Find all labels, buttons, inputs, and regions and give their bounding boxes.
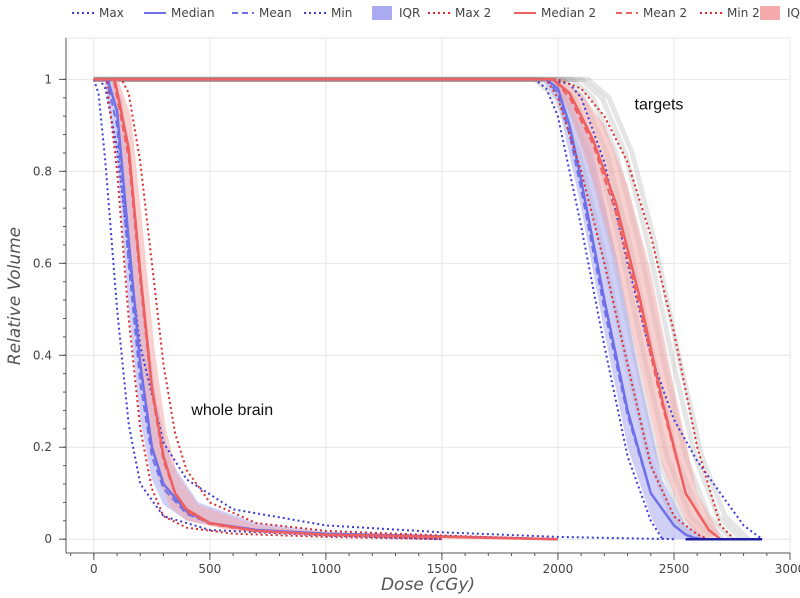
y-tick-label-1: 0.2 xyxy=(33,440,52,454)
x-tick-label-3: 1500 xyxy=(427,562,458,576)
x-tick-label-5: 2500 xyxy=(659,562,690,576)
brain-set2-median-line xyxy=(93,78,558,541)
x-tick-label-1: 500 xyxy=(198,562,221,576)
x-tick-label-2: 1000 xyxy=(311,562,342,576)
legend-label: Min 2 xyxy=(727,6,760,20)
brain-set2-max-line xyxy=(93,78,558,541)
legend-label: Max xyxy=(99,6,124,20)
legend-label: Mean 2 xyxy=(643,6,687,20)
legend-label: Max 2 xyxy=(455,6,491,20)
legend: Max Median Mean Min IQR Max 2 Median 2 Mean 2 Mi… xyxy=(72,6,800,20)
y-tick-label-0: 0 xyxy=(44,532,52,546)
legend-item-median[interactable]: Median xyxy=(144,6,215,20)
target-grey-curve-6 xyxy=(93,76,750,541)
legend-item-mean-2[interactable]: Mean 2 xyxy=(616,6,687,20)
brain-set2-iqr-band xyxy=(93,79,442,540)
target-grey-curve-5 xyxy=(93,76,744,541)
legend-swatch xyxy=(372,6,392,20)
plot-area: whole brain targets xyxy=(65,37,791,554)
target-set1-iqr-band xyxy=(93,79,709,540)
legend-label: Min xyxy=(331,6,352,20)
legend-item-min-2[interactable]: Min 2 xyxy=(700,6,760,20)
legend-label: Median 2 xyxy=(541,6,596,20)
grid xyxy=(66,38,791,553)
legend-label: Median xyxy=(171,6,215,20)
target-set2-median-line xyxy=(93,78,722,541)
legend-item-min[interactable]: Min xyxy=(304,6,352,20)
legend-label: IQR 2 xyxy=(787,6,800,20)
x-axis-label: Dose (cGy) xyxy=(381,575,475,595)
target-set1-min-line xyxy=(93,78,664,540)
y-tick-label-2: 0.4 xyxy=(33,348,52,362)
legend-label: IQR xyxy=(399,6,420,20)
legend-item-mean[interactable]: Mean xyxy=(232,6,292,20)
x-tick-label-0: 0 xyxy=(90,562,98,576)
y-tick-label-4: 0.8 xyxy=(33,164,52,178)
legend-item-max-2[interactable]: Max 2 xyxy=(428,6,491,20)
target-set2-max-line xyxy=(93,78,736,540)
legend-swatch xyxy=(760,6,780,20)
x-tick-label-4: 2000 xyxy=(543,562,574,576)
legend-item-iqr-2[interactable]: IQR 2 xyxy=(760,6,800,20)
legend-item-median-2[interactable]: Median 2 xyxy=(514,6,596,20)
legend-item-iqr[interactable]: IQR xyxy=(372,6,420,20)
brain-set1-max-line xyxy=(93,78,675,541)
y-tick-label-3: 0.6 xyxy=(33,256,52,270)
y-axis-label: Relative Volume xyxy=(5,227,25,365)
legend-item-max[interactable]: Max xyxy=(72,6,124,20)
target-set1-median-line xyxy=(93,78,698,541)
annotation-targets: targets xyxy=(635,96,684,113)
series-lines xyxy=(92,78,763,541)
legend-label: Mean xyxy=(259,6,292,20)
y-tick-label-5: 1 xyxy=(44,72,52,86)
annotation-whole-brain: whole brain xyxy=(190,402,273,419)
annotations: whole brain targets xyxy=(190,96,683,419)
